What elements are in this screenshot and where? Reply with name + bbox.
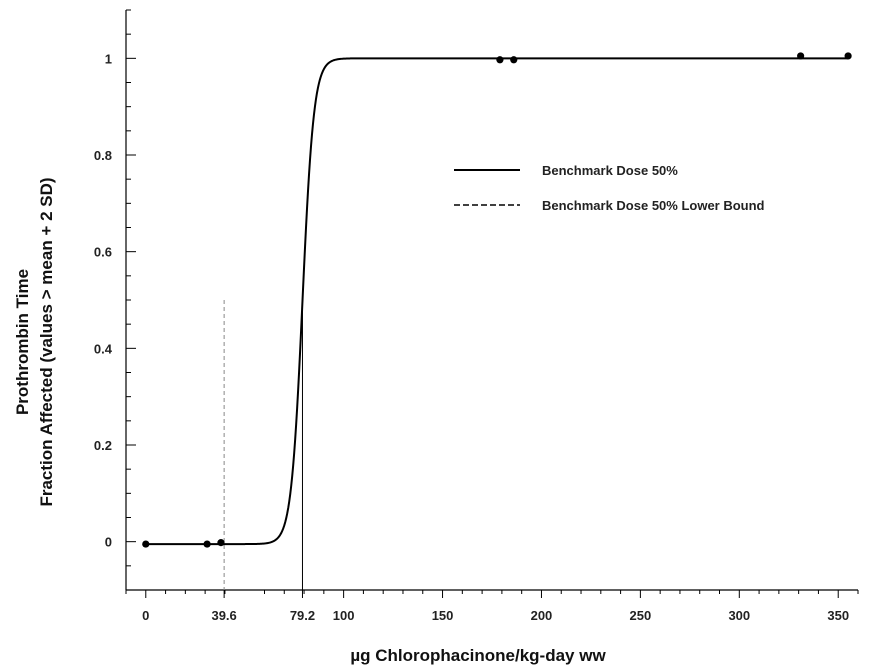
axes: 0 0.2 0.4 0.6 0.8 1 0 39.6 79.2 100 150 200 250 300 35… bbox=[94, 9, 859, 623]
x-tick-label: 100 bbox=[333, 608, 355, 623]
y-axis-title-line-1: Prothrombin Time bbox=[13, 269, 32, 415]
legend-label: Benchmark Dose 50% Lower Bound bbox=[542, 198, 765, 213]
x-tick-label: 200 bbox=[531, 608, 553, 623]
y-tick-label: 0.2 bbox=[94, 438, 112, 453]
x-axis-title: µg Chlorophacinone/kg-day ww bbox=[350, 646, 606, 665]
x-tick-label: 150 bbox=[432, 608, 454, 623]
y-tick-label: 0.8 bbox=[94, 148, 112, 163]
plot-frame bbox=[125, 10, 858, 591]
y-tick-label: 0.4 bbox=[94, 341, 113, 356]
y-axis-title-line-2: Fraction Affected (values > mean + 2 SD) bbox=[37, 177, 56, 506]
data-point bbox=[142, 540, 150, 548]
legend: Benchmark Dose 50% Benchmark Dose 50% Low… bbox=[454, 163, 765, 213]
x-tick-label: 300 bbox=[728, 608, 750, 623]
fitted-curve-layer bbox=[145, 57, 849, 546]
data-point bbox=[203, 540, 211, 548]
data-point bbox=[797, 52, 805, 60]
fitted-curve bbox=[145, 57, 849, 546]
data-point bbox=[510, 56, 518, 64]
data-point bbox=[217, 539, 225, 547]
data-point bbox=[496, 56, 504, 64]
data-point bbox=[844, 52, 852, 60]
x-tick-label: 79.2 bbox=[290, 608, 315, 623]
reference-lines bbox=[223, 300, 303, 590]
x-tick-label: 39.6 bbox=[211, 608, 236, 623]
x-tick-label: 350 bbox=[827, 608, 849, 623]
y-tick-label: 1 bbox=[105, 51, 112, 66]
data-points-layer bbox=[142, 52, 852, 548]
x-tick-label: 250 bbox=[630, 608, 652, 623]
x-tick-label: 0 bbox=[142, 608, 149, 623]
y-tick-label: 0.6 bbox=[94, 245, 112, 260]
y-tick-label: 0 bbox=[105, 535, 112, 550]
legend-label: Benchmark Dose 50% bbox=[542, 163, 678, 178]
